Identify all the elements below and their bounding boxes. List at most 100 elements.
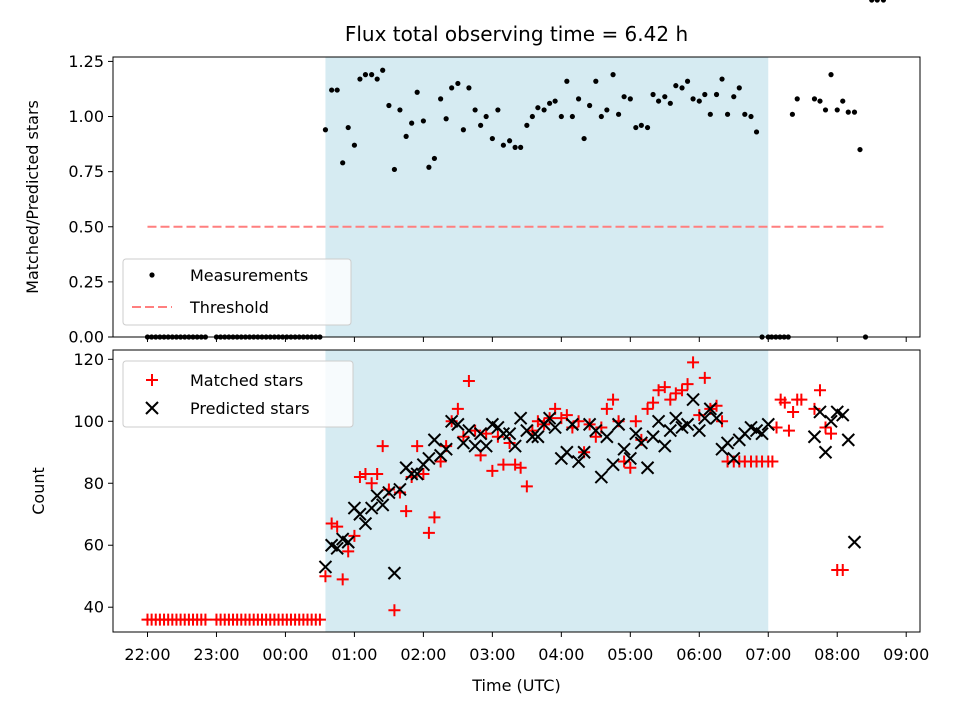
measurement-point [874, 0, 880, 3]
measurement-point [880, 0, 887, 3]
predicted-star-point [669, 411, 683, 425]
predicted-star-point [686, 392, 700, 407]
x-tick-label: 07:00 [745, 645, 791, 664]
predicted-star-point [727, 451, 741, 466]
x-tick-label: 06:00 [676, 645, 722, 664]
matched-star-point [411, 440, 424, 453]
predicted-star-point [565, 417, 580, 432]
matched-star-point [371, 467, 384, 480]
measurement-point [460, 127, 466, 133]
y-tick-label: 120 [73, 350, 104, 369]
measurement-point [472, 107, 478, 113]
measurement-point [702, 91, 708, 98]
measurement-point [789, 111, 795, 117]
matched-star-point [417, 467, 430, 480]
measurement-point [409, 120, 415, 126]
measurement-point [455, 80, 461, 87]
predicted-star-point [651, 414, 666, 428]
y-tick-label: 100 [73, 412, 104, 431]
predicted-star-point [404, 467, 419, 481]
matched-star-point [693, 409, 706, 422]
matched-star-point [422, 526, 435, 539]
x-tick-label: 08:00 [814, 645, 860, 664]
legend-predicted-label: Predicted stars [190, 399, 310, 418]
predicted-star-point [629, 426, 643, 441]
predicted-star-point [571, 454, 586, 469]
measurement-point [707, 111, 713, 117]
predicted-star-point [456, 436, 471, 450]
measurement-point [369, 72, 375, 78]
measurement-point [673, 83, 679, 89]
measurement-point [662, 94, 668, 100]
ratio-legend: Measurements Threshold [122, 258, 352, 326]
observing-window-bottom [325, 350, 769, 632]
predicted-star-point [473, 426, 488, 441]
matched-star-point [428, 511, 441, 524]
x-tick-label: 00:00 [262, 645, 308, 664]
measurement-point [840, 98, 846, 104]
predicted-star-point [623, 451, 638, 466]
predicted-star-point [468, 439, 482, 453]
chart-title: Flux total observing time = 6.42 h [345, 22, 688, 46]
measurement-point [340, 160, 346, 166]
measurement-point [489, 135, 495, 142]
predicted-star-point [818, 445, 833, 459]
measurement-point [552, 98, 558, 104]
measurement-point [638, 122, 644, 128]
measurement-point [426, 164, 432, 170]
measurement-point [731, 94, 737, 100]
predicted-star-point [548, 420, 562, 435]
predicted-star-point [577, 445, 591, 459]
matched-star-point [520, 480, 533, 493]
matched-star-point [624, 461, 637, 474]
measurement-point [438, 96, 444, 102]
matched-star-point [813, 384, 826, 397]
measurement-point [397, 107, 403, 113]
predicted-star-point [560, 445, 574, 459]
ratio-panel: 0.00 0.25 0.50 0.75 1.00 1.25 Matched/Predict… [23, 0, 921, 347]
measurement-point [403, 133, 409, 139]
predicted-star-point [698, 411, 712, 425]
measurement-point [386, 102, 392, 109]
measurement-point [679, 85, 685, 91]
counts-panel: 40 60 80 100 120 22:00 23:00 00:00 01:00 02:00 03… [29, 350, 929, 695]
measurement-point [621, 94, 627, 100]
predicted-star-point [531, 430, 545, 444]
y-tick-label: 0.25 [68, 272, 104, 291]
x-tick-label: 02:00 [400, 645, 446, 664]
measurement-point [650, 91, 656, 98]
legend-matched-label: Matched stars [190, 371, 303, 390]
x-tick-label: 04:00 [538, 645, 584, 664]
matched-star-point [836, 564, 849, 577]
measurement-point [696, 98, 702, 104]
measurement-point [478, 122, 484, 128]
measurement-point [431, 155, 438, 162]
measurement-point [362, 72, 369, 78]
predicted-star-point [439, 442, 453, 456]
measurement-point [684, 78, 691, 84]
matched-star-point [716, 415, 729, 428]
predicted-star-point [382, 485, 396, 500]
matched-star-point [319, 570, 332, 583]
measurement-point [655, 98, 662, 104]
y-tick-label: 80 [84, 474, 104, 493]
y-tick-label: 0.50 [68, 217, 104, 236]
predicted-star-point [640, 461, 655, 475]
measurement-point [357, 76, 363, 82]
predicted-star-point [341, 535, 355, 549]
matched-star-point [376, 440, 389, 453]
predicted-star-point [663, 423, 678, 438]
measurement-point [811, 96, 818, 102]
predicted-star-point [841, 433, 855, 447]
predicted-star-point [761, 417, 775, 432]
predicted-star-point [611, 417, 626, 432]
predicted-star-point [709, 411, 724, 425]
matched-star-point [497, 458, 510, 471]
predicted-star-point [318, 560, 333, 574]
measurement-point [524, 122, 530, 128]
predicted-star-point [525, 430, 540, 444]
predicted-star-point [755, 426, 769, 441]
predicted-star-point [606, 457, 620, 472]
matched-star-point [600, 402, 613, 415]
